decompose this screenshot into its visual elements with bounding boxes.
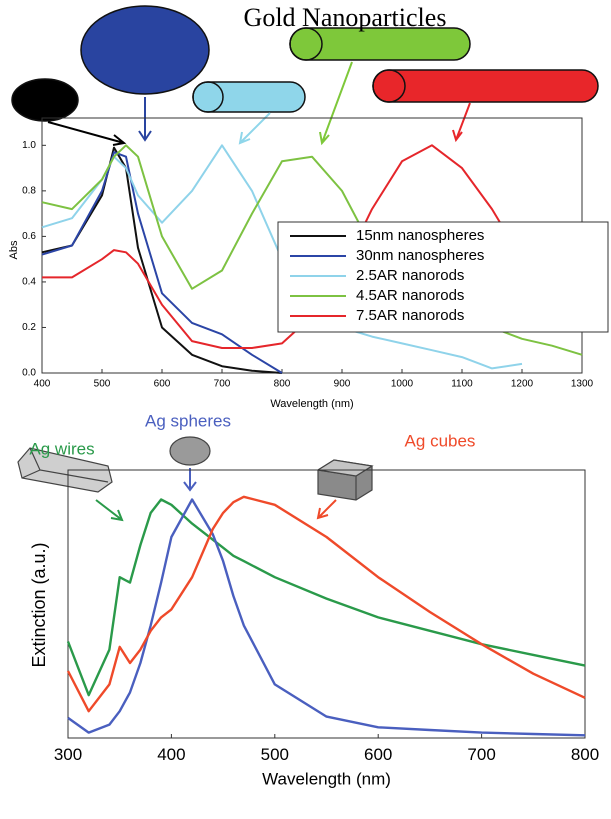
x-tick-label: 400 (157, 745, 185, 764)
y-axis-label: Abs (8, 240, 20, 259)
x-tick-label: 500 (94, 379, 111, 390)
cube-top (316, 459, 374, 477)
x-tick-label: 600 (364, 745, 392, 764)
legend-label: 30nm nanospheres (356, 247, 484, 264)
x-axis-label: Wavelength (nm) (262, 769, 391, 788)
series-line (67, 498, 586, 737)
x-axis-label: Wavelength (nm) (270, 398, 353, 410)
x-tick-label: 400 (34, 379, 51, 390)
wire-edge (21, 447, 109, 483)
y-tick-label: 1.0 (22, 140, 36, 151)
y-axis-label: Extinction (a.u.) (29, 542, 49, 667)
legend-label: 2.5AR nanorods (356, 267, 464, 284)
arrow (316, 499, 337, 520)
x-tick-label: 700 (467, 745, 495, 764)
chart-title: Gold Nanoparticles (244, 3, 447, 32)
y-tick-label: 0.6 (22, 231, 36, 242)
silver-arrows (95, 468, 337, 522)
series-line (42, 144, 553, 349)
arrow (319, 61, 353, 146)
rod-end (289, 27, 323, 61)
x-tick-label: 500 (261, 745, 289, 764)
arrow (452, 102, 471, 143)
arrow (47, 121, 127, 146)
y-tick-label: 0.0 (22, 368, 36, 379)
x-tick-label: 1100 (451, 379, 473, 390)
x-tick-label: 300 (54, 745, 82, 764)
rod-end (192, 81, 224, 113)
x-tick-label: 600 (154, 379, 171, 390)
arrow (183, 468, 197, 492)
series-line (41, 151, 283, 374)
sphere-icon (80, 5, 210, 95)
series-line (66, 495, 586, 713)
series-annotation: Ag cubes (405, 431, 476, 450)
sphere-icon (169, 436, 211, 466)
series-line (41, 146, 283, 374)
series-annotation: Ag wires (29, 439, 94, 458)
legend-label: 15nm nanospheres (356, 227, 484, 244)
rod-end (372, 69, 406, 103)
x-tick-label: 1000 (391, 379, 414, 390)
x-tick-label: 800 (274, 379, 291, 390)
y-tick-label: 0.8 (22, 185, 36, 196)
x-tick-label: 700 (214, 379, 231, 390)
arrow (95, 499, 124, 522)
legend-label: 7.5AR nanorods (356, 307, 464, 324)
x-tick-label: 1200 (511, 379, 534, 390)
plot-frame (67, 469, 586, 739)
x-tick-label: 900 (334, 379, 351, 390)
legend-label: 4.5AR nanorods (356, 287, 464, 304)
y-tick-label: 0.4 (22, 277, 36, 288)
y-tick-label: 0.2 (22, 322, 36, 333)
series-annotation: Ag spheres (145, 411, 231, 430)
gold-icons (11, 5, 599, 122)
x-tick-label: 1300 (571, 379, 594, 390)
sphere-icon (11, 78, 79, 122)
x-tick-label: 800 (571, 745, 599, 764)
rod-icon (372, 69, 599, 103)
series-line (66, 498, 586, 697)
rod-icon (192, 81, 306, 113)
